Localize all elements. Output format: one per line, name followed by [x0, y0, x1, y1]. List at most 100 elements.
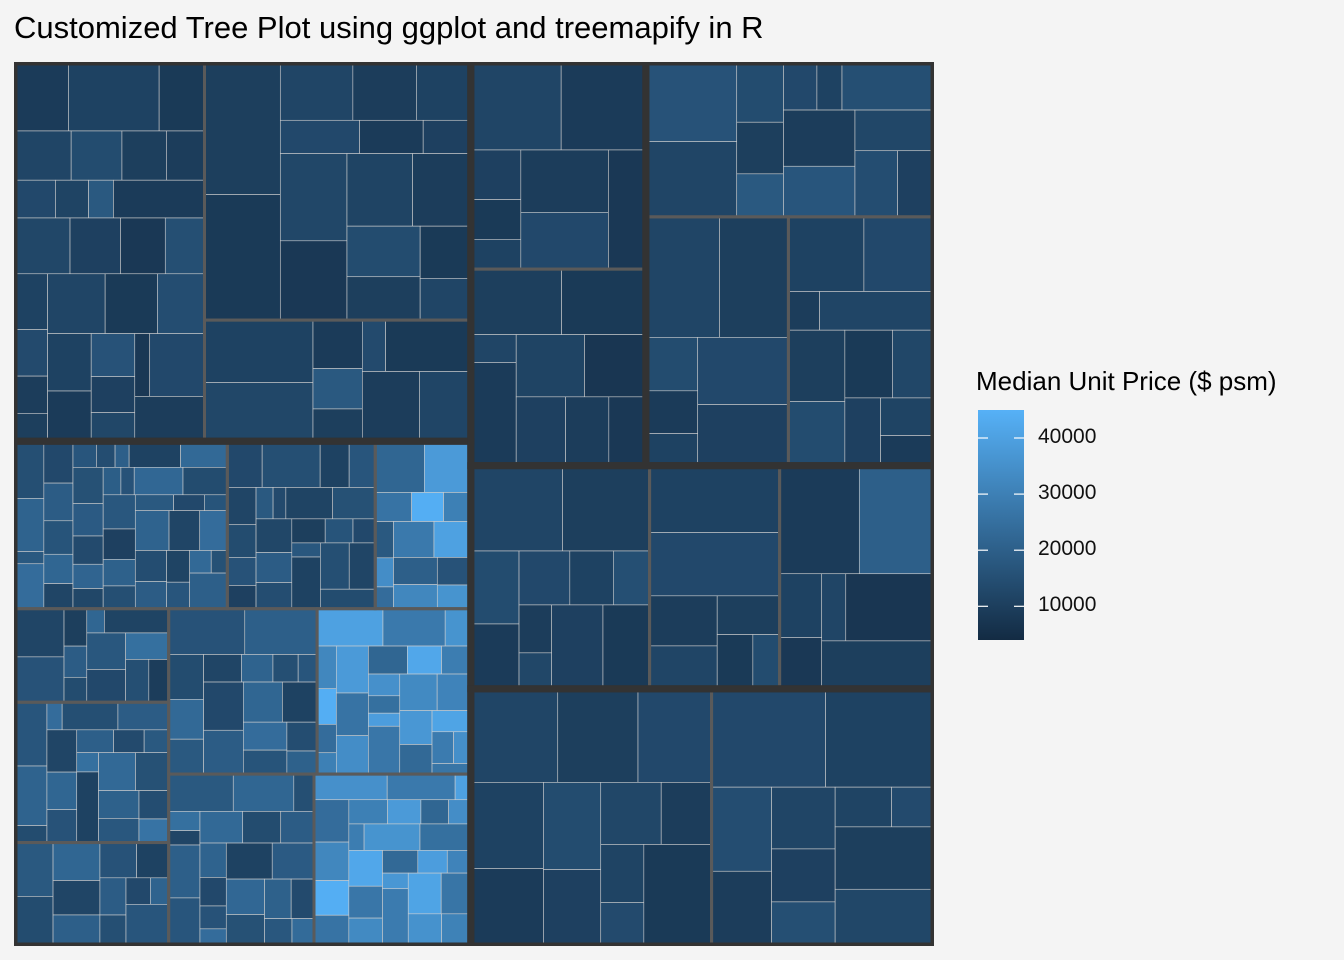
treemap-tile [470, 334, 517, 363]
treemap-tile [602, 604, 650, 690]
treemap-tile [243, 749, 288, 775]
treemap-tile [382, 608, 446, 647]
treemap-tile [290, 878, 315, 919]
treemap-tile [242, 811, 282, 844]
treemap-tile [255, 582, 293, 609]
treemap-tile [199, 510, 228, 551]
treemap-tile [319, 588, 376, 609]
treemap-tile [716, 595, 780, 635]
treemap-tile [821, 640, 934, 690]
treemap-tile [431, 710, 472, 733]
treemap-tile [99, 842, 137, 879]
treemap-tile [470, 268, 562, 335]
treemap-tile [125, 659, 150, 703]
treemap-tile [834, 888, 934, 946]
treemap-tile [386, 773, 456, 801]
treemap-tile [255, 487, 274, 520]
treemap-tile [711, 870, 772, 946]
treemap-tile [120, 217, 166, 275]
treemap-tile [72, 588, 104, 609]
treemap-tile [114, 440, 130, 468]
treemap-tile [272, 487, 287, 520]
treemap-tile [243, 721, 288, 751]
treemap-tile [779, 465, 860, 575]
treemap-tile [335, 735, 369, 775]
treemap-tile [645, 141, 738, 218]
treemap-tile [99, 877, 127, 916]
treemap-tile [470, 623, 520, 690]
treemap-tile [46, 729, 78, 773]
treemap-tile [164, 217, 205, 275]
treemap-tile [569, 550, 614, 606]
treemap-tile [14, 217, 71, 275]
treemap-tile [279, 153, 348, 242]
treemap-tile [104, 608, 169, 634]
treemap-tile [189, 572, 228, 609]
treemap-tile [199, 842, 227, 878]
treemap-tile [168, 830, 201, 846]
treemap-tile [255, 552, 293, 583]
treemap-tile [411, 492, 444, 522]
treemap-tile [470, 239, 522, 270]
treemap-tile [518, 604, 552, 654]
treemap-tile [69, 217, 121, 275]
treemap-tile [736, 121, 784, 175]
treemap-tile [346, 276, 421, 321]
treemap-tile [312, 368, 363, 410]
treemap-tile [346, 225, 421, 278]
treemap-tile [43, 440, 74, 484]
treemap-tile [361, 319, 386, 372]
treemap-tile [63, 608, 88, 647]
treemap-tile [52, 880, 101, 916]
treemap-tile [346, 153, 413, 227]
treemap-tile [104, 273, 158, 334]
treemap-tile [86, 669, 126, 703]
treemap-tile [719, 216, 789, 338]
treemap-tile [393, 521, 435, 558]
treemap-tile [416, 62, 472, 121]
legend-tick-label: 10000 [1038, 593, 1097, 617]
treemap-tile [819, 291, 934, 331]
treemap-tile [14, 825, 48, 843]
treemap-tile [227, 487, 257, 526]
treemap-tile [168, 654, 204, 700]
treemap-tile [557, 688, 639, 783]
treemap-tile [227, 440, 263, 488]
treemap-tile [279, 119, 360, 154]
treemap-tile [821, 573, 847, 642]
treemap-tile [86, 632, 126, 670]
treemap-tile [649, 465, 780, 533]
treemap-tile [14, 608, 65, 658]
treemap-tile [332, 487, 376, 520]
treemap-tile [227, 585, 257, 609]
treemap-tile [431, 763, 472, 775]
treemap-tile [892, 329, 934, 399]
treemap-panel [14, 62, 934, 946]
treemap-tile [88, 179, 114, 219]
treemap-tile [444, 608, 472, 647]
treemap-tile [98, 752, 136, 791]
treemap-tile [788, 216, 865, 292]
treemap-plot [14, 62, 934, 946]
treemap-tile [382, 888, 409, 946]
treemap-tile [518, 550, 571, 606]
treemap-tile [14, 563, 45, 609]
treemap-tile [43, 482, 74, 522]
treemap-tile [736, 62, 784, 123]
treemap-tile [61, 701, 119, 731]
treemap-tile [645, 216, 720, 338]
treemap-tile [816, 62, 843, 111]
treemap-tile [863, 216, 934, 292]
treemap-tile [14, 440, 45, 499]
treemap-tile [138, 790, 169, 820]
treemap-tile [125, 904, 169, 946]
treemap-tile [424, 440, 472, 493]
treemap-tile [562, 465, 650, 552]
treemap-tile [348, 823, 365, 851]
treemap-tile [319, 440, 350, 488]
treemap-tile [312, 408, 363, 442]
treemap-tile [711, 786, 772, 872]
treemap-tile [157, 273, 205, 334]
treemap-tile [834, 826, 934, 890]
treemap-tile [180, 440, 228, 468]
